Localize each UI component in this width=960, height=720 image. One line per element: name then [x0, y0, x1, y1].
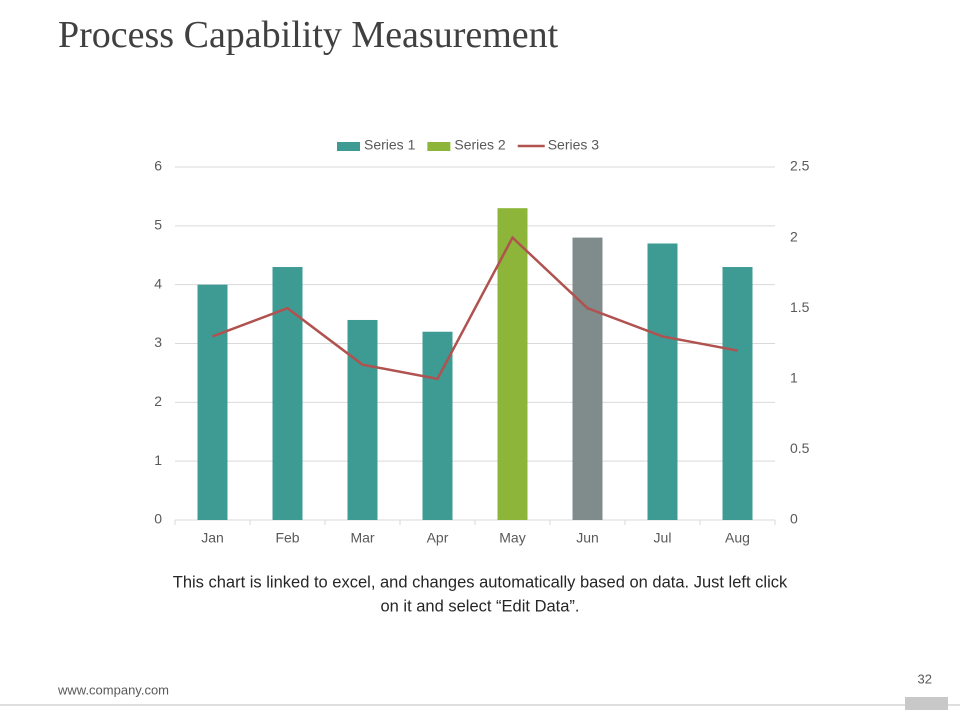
- y-tick-label: 6: [154, 158, 162, 174]
- caption-line: on it and select “Edit Data”.: [380, 597, 579, 615]
- bar: [572, 237, 603, 520]
- x-tick-label: Aug: [725, 530, 750, 546]
- footer-block: [905, 697, 948, 710]
- y-tick-label: 5: [154, 217, 162, 233]
- bar: [347, 319, 378, 520]
- slide-title: Process Capability Measurement: [58, 14, 559, 56]
- page-number: 32: [918, 671, 932, 686]
- y2-tick-label: 1.5: [790, 299, 810, 315]
- y-tick-label: 2: [154, 393, 162, 409]
- caption-line: This chart is linked to excel, and chang…: [173, 573, 788, 591]
- x-tick-label: Jul: [654, 530, 672, 546]
- y2-tick-label: 2.5: [790, 158, 810, 174]
- y-tick-label: 4: [154, 275, 162, 291]
- bar: [647, 243, 678, 520]
- x-tick-label: Jan: [201, 530, 224, 546]
- y-tick-label: 3: [154, 334, 162, 350]
- bar: [422, 331, 453, 520]
- legend-swatch: [427, 142, 451, 151]
- y-tick-label: 0: [154, 511, 162, 527]
- legend-label: Series 1: [364, 137, 416, 153]
- y2-tick-label: 0.5: [790, 440, 810, 456]
- x-tick-label: Mar: [350, 530, 374, 546]
- bar: [272, 267, 303, 520]
- x-tick-label: May: [499, 530, 525, 546]
- legend-swatch: [337, 142, 360, 151]
- line-series: [212, 235, 738, 381]
- footer-website: www.company.com: [57, 682, 169, 697]
- x-tick-label: Feb: [275, 530, 299, 546]
- y-tick-label: 1: [154, 452, 162, 468]
- y2-tick-label: 0: [790, 511, 798, 527]
- legend-label: Series 2: [454, 137, 506, 153]
- legend-label: Series 3: [548, 137, 600, 153]
- x-tick-label: Jun: [576, 530, 599, 546]
- bar: [722, 267, 753, 520]
- x-tick-label: Apr: [427, 530, 449, 546]
- y2-tick-label: 1: [790, 370, 798, 386]
- bar: [497, 208, 528, 520]
- bar: [197, 284, 228, 520]
- y2-tick-label: 2: [790, 228, 798, 244]
